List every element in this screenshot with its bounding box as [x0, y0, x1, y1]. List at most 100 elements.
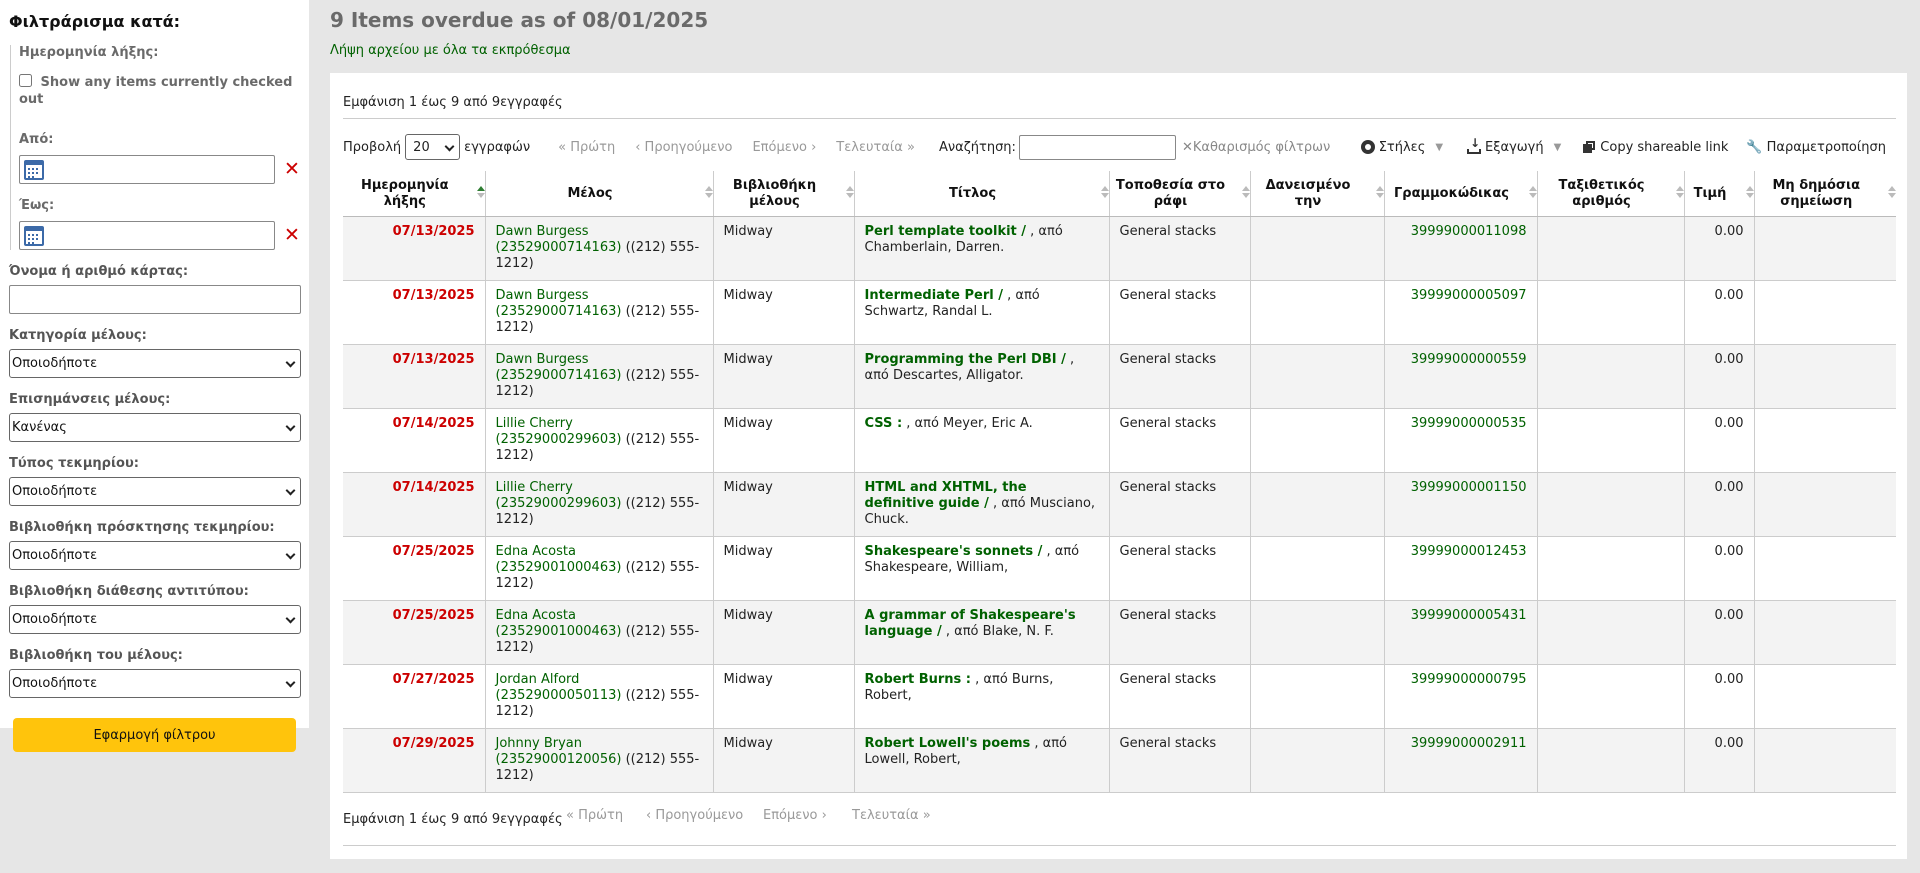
page-size-select[interactable]: 20: [405, 134, 461, 160]
checked-out-cell: [1250, 216, 1385, 281]
from-date-input[interactable]: [19, 155, 275, 184]
call-number-cell: [1537, 216, 1685, 281]
title-link[interactable]: A grammar of Shakespeare's language /: [864, 608, 1076, 639]
author-text: , από Lowell, Robert,: [864, 736, 1068, 767]
author-text: , από Musciano, Chuck.: [864, 496, 1096, 527]
table-row: 07/29/2025 Johnny Bryan (23529000120056) …: [343, 728, 1896, 793]
title-link[interactable]: Robert Burns :: [864, 672, 972, 687]
barcode-link[interactable]: 39999000000559: [1410, 352, 1527, 367]
col-header-checked-out-on[interactable]: Δανεισμένο την: [1250, 171, 1385, 217]
due-date-cell: 07/27/2025: [343, 664, 486, 729]
barcode-link[interactable]: 39999000012453: [1410, 544, 1527, 559]
title-link[interactable]: Perl template toolkit /: [864, 224, 1027, 239]
copy-shareable-link-button[interactable]: Copy shareable link: [1583, 140, 1728, 155]
call-number-cell: [1537, 280, 1685, 345]
call-number-cell: [1537, 536, 1685, 601]
patron-library-select[interactable]: Οποιοδήποτε: [9, 669, 301, 698]
apply-filter-button[interactable]: Εφαρμογή φίλτρου: [13, 718, 296, 752]
title-link[interactable]: CSS :: [864, 416, 903, 431]
search-input[interactable]: [1018, 134, 1176, 160]
barcode-link[interactable]: 39999000011098: [1410, 224, 1527, 239]
call-number-cell: [1537, 664, 1685, 729]
barcode-link[interactable]: 39999000000795: [1410, 672, 1527, 687]
patron-link[interactable]: Dawn Burgess (23529000714163): [495, 288, 622, 319]
pagination-last-bottom[interactable]: Τελευταία »: [852, 808, 931, 823]
columns-button[interactable]: Στήλες ▼: [1360, 140, 1443, 155]
patron-phone: ((212) 555-1212): [495, 752, 700, 783]
barcode-link[interactable]: 39999000000535: [1410, 416, 1527, 431]
show-checked-out-checkbox[interactable]: [19, 74, 32, 87]
col-header-patron-library[interactable]: Βιβλιοθήκη μέλους: [713, 171, 855, 217]
to-date-input[interactable]: [19, 221, 275, 250]
price-cell: 0.00: [1684, 472, 1755, 537]
note-cell: [1754, 600, 1896, 665]
col-header-due-date[interactable]: Ημερομηνία λήξης: [343, 171, 486, 217]
caret-down-icon: ▼: [1553, 141, 1562, 153]
patron-link[interactable]: Edna Acosta (23529001000463): [495, 544, 622, 575]
clear-to-date-icon[interactable]: ✕: [284, 224, 300, 246]
show-checked-out-label: Show any items currently checked out: [19, 75, 293, 107]
checked-out-cell: [1250, 600, 1385, 665]
records-label: εγγραφών: [464, 139, 531, 155]
calendar-icon[interactable]: [24, 160, 44, 180]
barcode-link[interactable]: 39999000002911: [1410, 736, 1527, 751]
pagination-previous-bottom[interactable]: ‹ Προηγούμενο: [646, 808, 744, 823]
patron-link[interactable]: Edna Acosta (23529001000463): [495, 608, 622, 639]
patron-library-cell: Midway: [713, 472, 855, 537]
title-link[interactable]: Shakespeare's sonnets /: [864, 544, 1043, 559]
name-card-input[interactable]: [9, 285, 301, 314]
pagination-next-bottom[interactable]: Επόμενο ›: [763, 808, 827, 823]
barcode-link[interactable]: 39999000005097: [1410, 288, 1527, 303]
table-row: 07/25/2025 Edna Acosta (23529001000463) (…: [343, 536, 1896, 601]
title-link[interactable]: Intermediate Perl /: [864, 288, 1003, 303]
patron-phone: ((212) 555-1212): [495, 560, 700, 591]
barcode-link[interactable]: 39999000005431: [1410, 608, 1527, 623]
patron-link[interactable]: Lillie Cherry (23529000299603): [495, 416, 622, 447]
col-header-nonpublic-note[interactable]: Μη δημόσια σημείωση: [1754, 171, 1896, 217]
configure-button[interactable]: 🔧 Παραμετροποίηση: [1746, 139, 1886, 155]
due-date-cell: 07/14/2025: [343, 472, 486, 537]
download-overdues-link[interactable]: Λήψη αρχείου με όλα τα εκπρόθεσμα: [330, 43, 571, 58]
title-cell: Shakespeare's sonnets / , από Shakespear…: [854, 536, 1110, 601]
table-row: 07/13/2025 Dawn Burgess (23529000714163) …: [343, 344, 1896, 409]
patron-flags-select[interactable]: Κανένας: [9, 413, 301, 442]
clear-filters-button[interactable]: ✕Καθαρισμός φίλτρων: [1181, 139, 1331, 155]
col-header-barcode[interactable]: Γραμμοκώδικας: [1384, 171, 1538, 217]
patron-link[interactable]: Lillie Cherry (23529000299603): [495, 480, 622, 511]
col-header-shelving-location[interactable]: Τοποθεσία στο ράφι: [1109, 171, 1251, 217]
divider: [343, 845, 1896, 846]
from-label: Από:: [19, 132, 54, 147]
home-library-select[interactable]: Οποιοδήποτε: [9, 541, 301, 570]
patron-link[interactable]: Dawn Burgess (23529000714163): [495, 352, 622, 383]
col-header-price[interactable]: Τιμή: [1684, 171, 1755, 217]
export-button[interactable]: Εξαγωγή ▼: [1467, 136, 1562, 155]
pagination-first[interactable]: « Πρώτη: [558, 139, 616, 155]
pagination-next[interactable]: Επόμενο ›: [752, 139, 817, 155]
call-number-cell: [1537, 408, 1685, 473]
pagination-last[interactable]: Τελευταία »: [836, 139, 915, 155]
title-link[interactable]: Robert Lowell's poems: [864, 736, 1031, 751]
search-label: Αναζήτηση:: [938, 139, 1016, 155]
holding-library-select[interactable]: Οποιοδήποτε: [9, 605, 301, 634]
table-info-top: Εμφάνιση 1 έως 9 από 9εγγραφές: [343, 95, 563, 110]
calendar-icon[interactable]: [24, 226, 44, 246]
col-header-title[interactable]: Τίτλος: [854, 171, 1110, 217]
name-card-label: Όνομα ή αριθμό κάρτας:: [9, 264, 189, 279]
patron-link[interactable]: Dawn Burgess (23529000714163): [495, 224, 622, 255]
col-header-call-number[interactable]: Ταξιθετικός αριθμός: [1537, 171, 1685, 217]
clear-from-date-icon[interactable]: ✕: [284, 158, 300, 180]
patron-link[interactable]: Johnny Bryan (23529000120056): [495, 736, 622, 767]
pagination-first-bottom[interactable]: « Πρώτη: [566, 808, 624, 823]
col-header-patron[interactable]: Μέλος: [485, 171, 714, 217]
table-header-row: Ημερομηνία λήξης Μέλος Βιβλιοθήκη μέλους…: [343, 171, 1896, 217]
title-link[interactable]: Programming the Perl DBI /: [864, 352, 1066, 367]
item-type-select[interactable]: Οποιοδήποτε: [9, 477, 301, 506]
barcode-link[interactable]: 39999000001150: [1410, 480, 1527, 495]
patron-link[interactable]: Jordan Alford (23529000050113): [495, 672, 622, 703]
pagination-previous[interactable]: ‹ Προηγούμενο: [635, 139, 733, 155]
note-cell: [1754, 344, 1896, 409]
patron-category-select[interactable]: Οποιοδήποτε: [9, 349, 301, 378]
patron-library-cell: Midway: [713, 280, 855, 345]
title-link[interactable]: HTML and XHTML, the definitive guide /: [864, 480, 1027, 511]
note-cell: [1754, 728, 1896, 793]
